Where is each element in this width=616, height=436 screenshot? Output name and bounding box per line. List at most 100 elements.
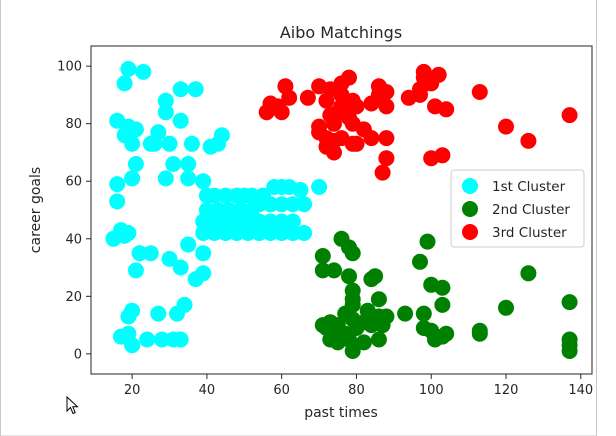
data-point [131, 245, 148, 262]
data-point [154, 331, 170, 348]
data-point [172, 259, 189, 276]
data-point [112, 328, 129, 345]
data-point [273, 104, 290, 121]
chart-title: Aibo Matchings [280, 23, 402, 42]
data-point [520, 132, 537, 149]
data-point [240, 225, 256, 241]
data-point [195, 173, 212, 190]
data-point [206, 225, 223, 241]
x-tick-label: 60 [273, 383, 290, 398]
data-point [318, 92, 335, 109]
data-point [150, 305, 167, 322]
data-point [397, 305, 414, 322]
data-point [240, 213, 256, 230]
data-point [326, 115, 342, 132]
data-point [157, 104, 174, 121]
x-tick-label: 40 [199, 383, 216, 398]
data-point [150, 124, 167, 141]
data-point [258, 104, 275, 121]
data-point [363, 317, 380, 334]
data-point [344, 245, 361, 262]
data-point [341, 109, 357, 126]
series-1 [105, 61, 328, 354]
data-point [157, 92, 174, 109]
data-point [273, 225, 290, 241]
y-tick-label: 60 [65, 175, 82, 190]
data-point [120, 308, 137, 325]
data-point [415, 305, 432, 322]
data-point [434, 328, 451, 345]
data-point [344, 343, 361, 359]
points-layer [105, 61, 578, 359]
data-point [498, 118, 514, 135]
data-point [378, 84, 395, 100]
data-point [348, 135, 365, 152]
data-point [180, 170, 197, 187]
data-point [299, 89, 316, 106]
data-point [378, 150, 395, 167]
data-point [296, 196, 313, 213]
data-point [311, 179, 328, 195]
data-point [296, 225, 313, 241]
data-point [370, 291, 387, 308]
data-point [124, 337, 141, 354]
legend-label-2nd-cluster: 2nd Cluster [492, 202, 570, 218]
data-point [262, 196, 279, 213]
data-point [127, 262, 144, 279]
data-point [326, 262, 342, 279]
data-point [228, 225, 245, 241]
data-point [135, 63, 152, 80]
y-tick-label: 80 [65, 117, 82, 132]
data-point [314, 248, 331, 264]
data-point [520, 265, 537, 282]
data-point [165, 156, 182, 172]
data-point [292, 181, 309, 198]
data-point [124, 170, 141, 187]
data-point [262, 225, 279, 241]
x-tick-label: 100 [419, 383, 444, 398]
data-point [157, 170, 174, 187]
data-point [326, 144, 342, 161]
data-point [281, 89, 298, 106]
y-tick-label: 0 [74, 347, 82, 362]
data-point [217, 225, 234, 241]
data-point [124, 135, 141, 152]
data-point [120, 61, 137, 77]
data-point [561, 343, 578, 359]
legend-marker-2nd-cluster [462, 201, 478, 217]
data-point [374, 317, 391, 334]
data-point [419, 233, 436, 250]
ticks-layer: 20 40 60 80 100 120 140 0 20 40 60 80 100 [57, 60, 593, 398]
data-point [206, 187, 223, 204]
data-point [412, 253, 428, 270]
data-point [228, 213, 245, 230]
data-point [172, 81, 189, 98]
data-point [180, 156, 197, 172]
data-point [202, 138, 219, 155]
data-point [251, 225, 268, 241]
data-point [273, 213, 290, 230]
data-point [561, 107, 578, 124]
legend: 1st Cluster 2nd Cluster 3rd Cluster [450, 169, 585, 248]
data-point [412, 86, 428, 103]
data-point [434, 296, 451, 313]
data-point [180, 236, 197, 253]
data-point [251, 196, 268, 213]
data-point [139, 331, 156, 348]
data-point [127, 156, 144, 172]
legend-label-3rd-cluster: 3rd Cluster [492, 225, 567, 241]
data-point [370, 331, 387, 348]
data-point [434, 147, 451, 164]
data-point [314, 262, 331, 279]
x-tick-label: 120 [494, 383, 519, 398]
data-point [176, 296, 193, 313]
y-tick-label: 20 [65, 290, 82, 305]
data-point [251, 213, 268, 230]
data-point [195, 225, 212, 241]
x-axis-title: past times [304, 405, 378, 421]
data-point [273, 196, 290, 213]
data-point [116, 227, 133, 244]
data-point [341, 268, 357, 285]
data-point [363, 95, 380, 112]
